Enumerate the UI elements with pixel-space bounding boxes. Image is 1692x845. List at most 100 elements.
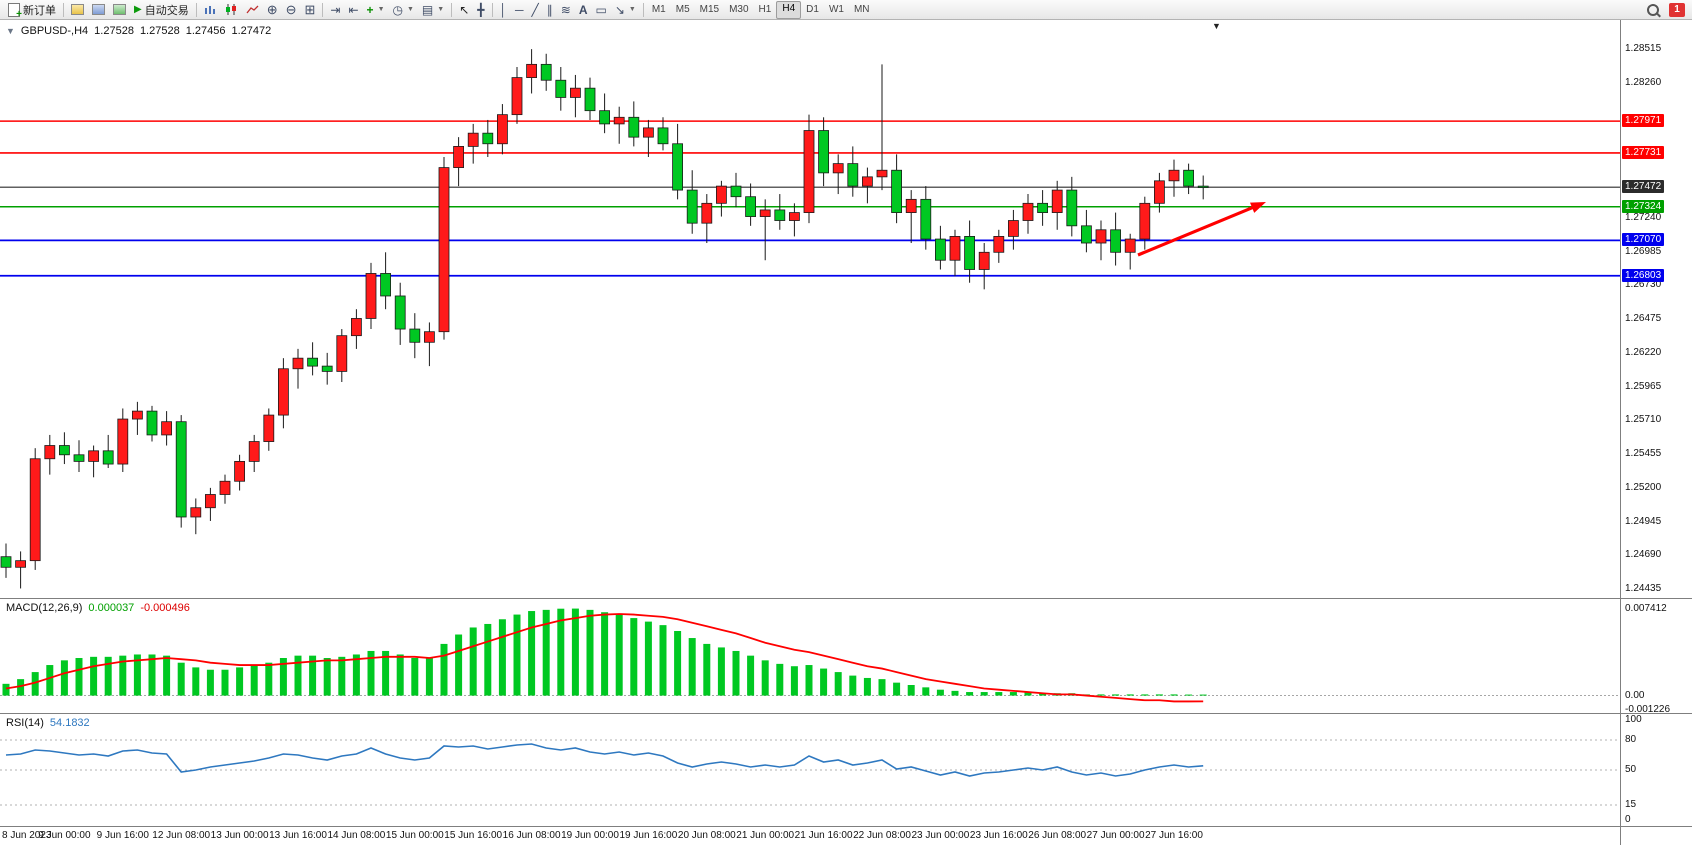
line-chart-button[interactable] xyxy=(242,1,263,18)
price-axis[interactable]: 1.28515 1.28260 1.27240 1.26985 1.26730 1.264… xyxy=(1620,20,1692,845)
time-axis-label: 8 Jun 2023 xyxy=(2,830,52,841)
channel-icon: ∥ xyxy=(546,2,553,17)
macd-histogram-bar xyxy=(1199,694,1207,696)
macd-histogram-bar xyxy=(703,643,711,696)
periods-button[interactable]: ◷ ▼ xyxy=(389,1,418,18)
candle-body-bull xyxy=(117,418,129,465)
macd-histogram-bar xyxy=(75,657,83,696)
candle-body-bull xyxy=(1124,238,1136,253)
macd-histogram-bar xyxy=(776,663,784,696)
time-axis-label: 21 Jun 16:00 xyxy=(794,830,853,841)
candle-body-bear xyxy=(891,169,902,213)
timeframe-m1[interactable]: M1 xyxy=(651,3,666,15)
candle-body-bear xyxy=(1037,202,1048,213)
macd-histogram-bar xyxy=(236,667,244,696)
macd-histogram-bar xyxy=(601,612,609,696)
rsi-axis-label: 100 xyxy=(1625,714,1642,725)
candle-body-bear xyxy=(920,198,932,240)
macd-canvas[interactable] xyxy=(0,599,1620,713)
auto-scroll-button[interactable]: ⇥ xyxy=(326,1,344,18)
candle-body-bull xyxy=(949,236,961,261)
macd-histogram-bar xyxy=(309,655,317,696)
search-icon[interactable] xyxy=(1647,3,1659,16)
timeframe-m30[interactable]: M30 xyxy=(729,3,749,15)
macd-histogram-bar xyxy=(206,669,214,696)
macd-panel[interactable]: MACD(12,26,9) 0.000037 -0.000496 xyxy=(0,599,1620,713)
macd-histogram-bar xyxy=(659,625,667,696)
candle-body-bear xyxy=(935,238,946,261)
chart-shift-button[interactable]: ⇤ xyxy=(344,1,362,18)
candle-body-bear xyxy=(1110,229,1121,253)
price-chart-panel[interactable]: ▼ GBPUSD-,H4 1.27528 1.27528 1.27456 1.2… xyxy=(0,20,1620,598)
fibonacci-button[interactable]: ≋ xyxy=(557,1,575,18)
data-window-button[interactable] xyxy=(88,1,109,18)
timeframe-m15[interactable]: M15 xyxy=(699,3,720,15)
candle-body-bear xyxy=(555,79,567,98)
timeframe-h4[interactable]: H4 xyxy=(776,0,802,19)
rsi-canvas[interactable] xyxy=(0,714,1620,826)
timeframe-h1[interactable]: H1 xyxy=(758,3,772,15)
rsi-panel[interactable]: RSI(14) 54.1832 xyxy=(0,714,1620,826)
chart-shift-marker[interactable]: ▼ xyxy=(1212,21,1221,31)
price-chart-canvas[interactable] xyxy=(0,20,1620,598)
macd-histogram-bar xyxy=(863,677,871,696)
candle-body-bull xyxy=(1139,202,1151,240)
candle-body-bull xyxy=(978,251,990,270)
time-axis-label: 22 Jun 08:00 xyxy=(853,830,911,841)
timeframe-w1[interactable]: W1 xyxy=(828,3,844,15)
bar-chart-icon xyxy=(204,6,215,14)
macd-histogram-bar xyxy=(17,679,25,696)
rsi-axis-label: 0 xyxy=(1625,814,1631,825)
zoom-out-icon: ⊖ xyxy=(285,2,297,17)
time-axis[interactable]: 8 Jun 2023 9 Jun 00:00 9 Jun 16:00 12 Jun 0… xyxy=(0,827,1692,845)
candlestick-chart-button[interactable] xyxy=(221,1,242,18)
candle-body-bear xyxy=(599,110,610,125)
price-axis-label: 1.25455 xyxy=(1625,448,1662,460)
ohlc-open: 1.27528 xyxy=(94,25,134,37)
navigator-button[interactable] xyxy=(109,1,130,18)
timeframe-mn[interactable]: MN xyxy=(853,3,870,15)
notification-badge[interactable]: 1 xyxy=(1669,2,1685,17)
zoom-in-button[interactable]: ⊕ xyxy=(263,1,282,18)
indicators-button[interactable]: + ▼ xyxy=(363,1,389,18)
data-window-icon xyxy=(92,4,105,15)
cursor-button[interactable]: ↖ xyxy=(455,1,473,18)
panel-separator[interactable] xyxy=(0,598,1692,599)
candle-body-bear xyxy=(730,185,742,198)
timeframe-m5[interactable]: M5 xyxy=(675,3,690,15)
time-axis-label: 23 Jun 16:00 xyxy=(969,830,1028,841)
vertical-line-button[interactable]: │ xyxy=(496,1,512,18)
time-axis-label: 23 Jun 00:00 xyxy=(911,830,970,841)
bar-chart-button[interactable] xyxy=(200,1,221,18)
auto-trading-button[interactable]: ▶ 自动交易 xyxy=(130,1,193,18)
channel-button[interactable]: ∥ xyxy=(543,1,557,18)
candle-body-bull xyxy=(803,130,815,213)
templates-button[interactable]: ▤ ▼ xyxy=(418,1,448,18)
arrows-button[interactable]: ↘ ▼ xyxy=(611,1,640,18)
text-label-button[interactable]: ▭ xyxy=(591,1,610,18)
panel-separator[interactable] xyxy=(0,713,1692,714)
crosshair-button[interactable]: ╋ xyxy=(473,1,488,18)
rsi-axis-label: 15 xyxy=(1625,799,1637,810)
new-order-button[interactable]: 新订单 xyxy=(4,1,60,20)
text-button[interactable]: A xyxy=(575,1,592,18)
rsi-line xyxy=(5,743,1204,777)
tile-windows-button[interactable]: ⊞ xyxy=(301,1,320,18)
macd-histogram-bar xyxy=(396,654,404,696)
market-watch-button[interactable] xyxy=(67,1,88,18)
zoom-out-button[interactable]: ⊖ xyxy=(282,1,301,18)
timeframe-d1[interactable]: D1 xyxy=(806,3,819,15)
candle-body-bear xyxy=(321,365,333,372)
candle-body-bear xyxy=(59,445,70,456)
chevron-down-icon: ▼ xyxy=(628,6,636,13)
one-click-trading-toggle-icon[interactable]: ▼ xyxy=(6,26,15,36)
trendline-button[interactable]: ╱ xyxy=(528,1,543,18)
candle-body-bear xyxy=(175,421,187,518)
candle-body-bull xyxy=(1008,220,1019,237)
candle-body-bear xyxy=(146,410,158,436)
horizontal-line-button[interactable]: ─ xyxy=(511,1,528,18)
toolbar-separator xyxy=(451,2,453,17)
candle-body-bull xyxy=(862,176,873,187)
macd-histogram-bar xyxy=(148,654,156,696)
macd-histogram-bar xyxy=(747,655,755,696)
